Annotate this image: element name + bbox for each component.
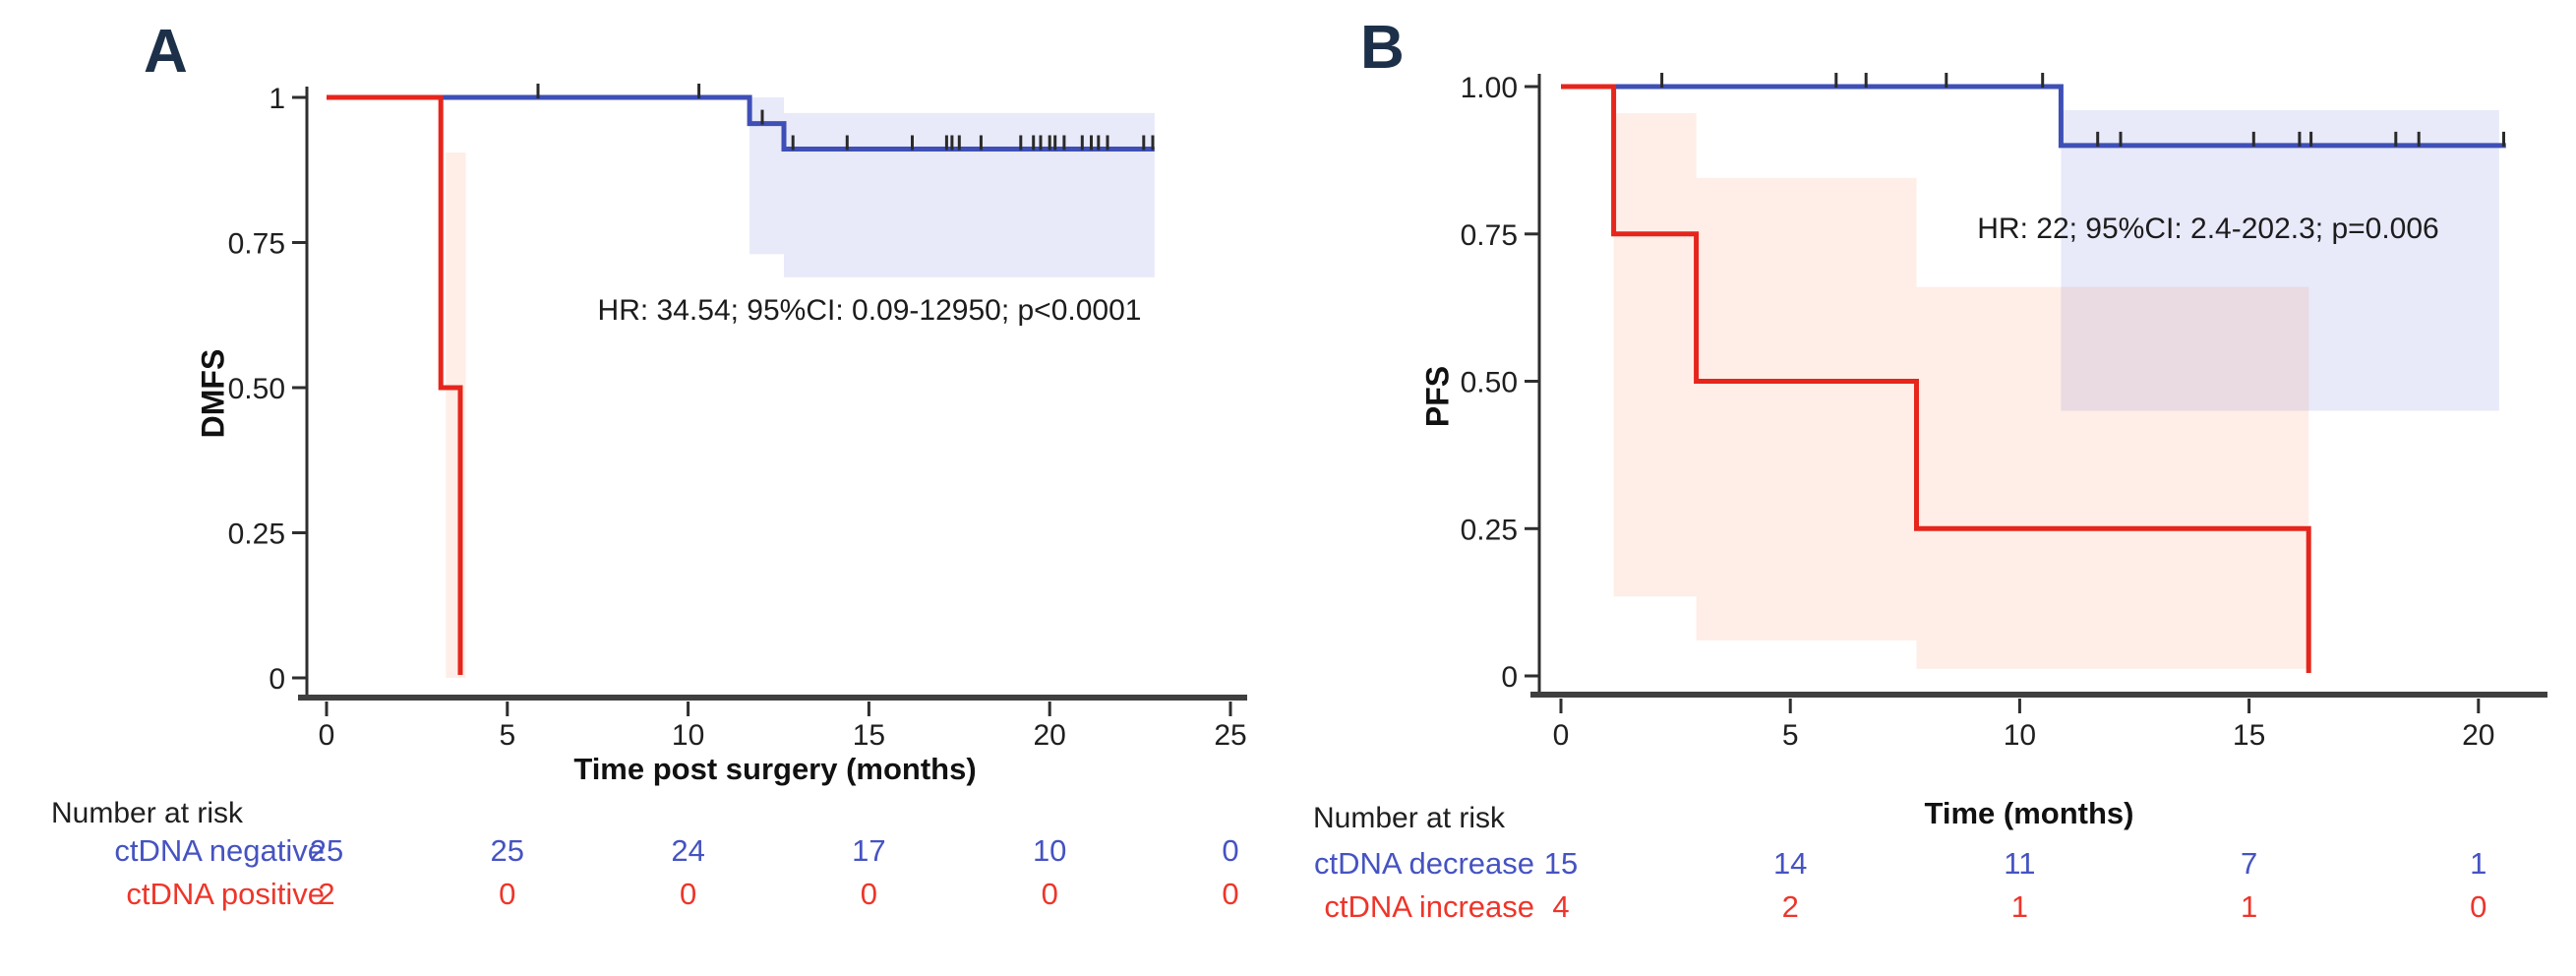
risk-count-ctdna-negative: 25 xyxy=(309,833,344,868)
y-tick-label: 0.25 xyxy=(228,518,285,551)
risk-count-ctdna-decrease: 15 xyxy=(1543,846,1579,881)
km-curve-ctdna-positive xyxy=(327,94,463,675)
risk-count-ctdna-negative: 24 xyxy=(671,833,705,868)
risk-count-ctdna-decrease: 14 xyxy=(1772,846,1808,881)
panel-b-risk-row-label-increase: ctDNA increase xyxy=(1324,889,1534,924)
ci-band-ctdna-decrease xyxy=(2061,110,2499,411)
y-tick-label: 0 xyxy=(1501,661,1518,694)
panel-a-label: A xyxy=(144,18,188,86)
y-tick-label: 0.25 xyxy=(1461,514,1518,546)
ci-band-ctdna-increase xyxy=(1613,113,1697,597)
y-tick-label: 0.50 xyxy=(1461,367,1518,399)
km-curve-ctdna-decrease xyxy=(1561,84,2506,149)
y-tick-label: 0.50 xyxy=(228,373,285,405)
risk-count-ctdna-increase: 1 xyxy=(2240,889,2258,924)
x-tick-label: 15 xyxy=(2233,719,2265,752)
panel-a-chart: 1 0.75 0.50 0.25 0 0 5 10 15 20 25 xyxy=(228,83,1247,752)
risk-count-ctdna-increase: 4 xyxy=(1552,889,1570,924)
x-tick-label: 0 xyxy=(319,719,335,752)
risk-count-ctdna-decrease: 7 xyxy=(2240,846,2258,881)
x-tick-label: 10 xyxy=(2004,719,2036,752)
x-tick-label: 25 xyxy=(1214,719,1246,752)
y-tick-label: 0.75 xyxy=(1461,219,1518,252)
risk-count-ctdna-positive: 0 xyxy=(1222,877,1239,911)
risk-count-ctdna-negative: 10 xyxy=(1032,833,1067,868)
panel-a-y-axis-title: DMFS xyxy=(195,348,231,439)
panel-a-hr-annotation: HR: 34.54; 95%CI: 0.09-12950; p<0.0001 xyxy=(597,294,1142,327)
risk-count-ctdna-negative: 17 xyxy=(852,833,886,868)
x-tick-label: 10 xyxy=(672,719,704,752)
y-tick-label: 1 xyxy=(269,83,285,115)
x-tick-label: 5 xyxy=(499,719,515,752)
risk-count-ctdna-decrease: 1 xyxy=(2470,846,2487,881)
x-tick-label: 20 xyxy=(1034,719,1066,752)
ci-band-ctdna-increase xyxy=(1696,177,1917,641)
x-tick-label: 15 xyxy=(853,719,885,752)
panel-a-risk-row-label-negative: ctDNA negative xyxy=(114,833,325,868)
panel-a-risk-row-label-positive: ctDNA positive xyxy=(126,877,325,911)
panel-b-x-axis-title: Time (months) xyxy=(1924,796,2134,830)
y-tick-label: 1.00 xyxy=(1461,72,1518,104)
panel-a-x-axis-title: Time post surgery (months) xyxy=(573,752,977,786)
risk-count-ctdna-positive: 0 xyxy=(860,877,878,911)
ci-band-ctdna-increase xyxy=(1916,286,2309,669)
ci-band-ctdna-negative xyxy=(749,97,784,255)
risk-count-ctdna-decrease: 11 xyxy=(2004,846,2036,881)
y-tick-label: 0 xyxy=(269,663,285,696)
panel-b-chart: 1.00 0.75 0.50 0.25 0 0 5 10 15 20 xyxy=(1461,72,2547,752)
panel-b-hr-annotation: HR: 22; 95%CI: 2.4-202.3; p=0.006 xyxy=(1977,213,2439,245)
risk-count-ctdna-positive: 0 xyxy=(1041,877,1058,911)
x-tick-label: 0 xyxy=(1553,719,1570,752)
x-tick-label: 5 xyxy=(1782,719,1799,752)
risk-count-ctdna-increase: 1 xyxy=(2010,889,2029,924)
risk-count-ctdna-positive: 0 xyxy=(499,877,516,911)
risk-count-ctdna-increase: 0 xyxy=(2470,889,2487,924)
km-curve-ctdna-increase xyxy=(1561,84,2311,673)
risk-count-ctdna-negative: 0 xyxy=(1222,833,1239,868)
y-tick-label: 0.75 xyxy=(228,228,285,261)
panel-b-risk-table-header: Number at risk xyxy=(1313,802,1506,834)
risk-count-ctdna-positive: 0 xyxy=(679,877,697,911)
x-tick-label: 20 xyxy=(2462,719,2494,752)
panel-b-risk-row-label-decrease: ctDNA decrease xyxy=(1314,846,1534,881)
panel-b-label: B xyxy=(1360,14,1405,82)
risk-count-ctdna-increase: 2 xyxy=(1781,889,1799,924)
panel-a-risk-table-header: Number at risk xyxy=(51,797,244,829)
panel-b-y-axis-title: PFS xyxy=(1419,365,1456,428)
risk-count-ctdna-positive: 2 xyxy=(318,877,335,911)
risk-count-ctdna-negative: 25 xyxy=(490,833,525,868)
